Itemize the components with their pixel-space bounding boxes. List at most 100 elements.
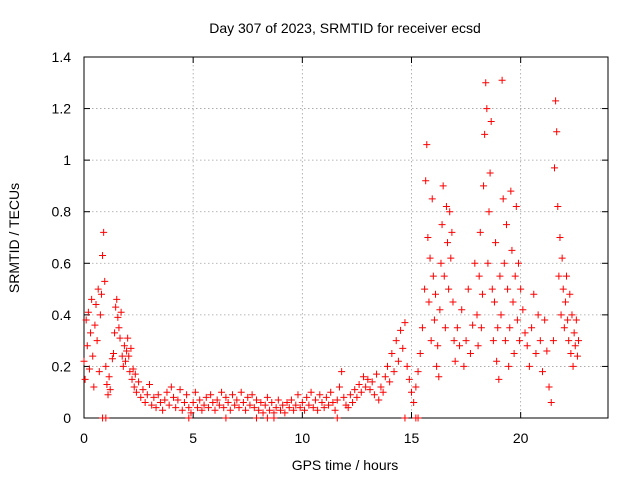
data-point [331,406,339,414]
data-point [125,352,133,360]
data-point [320,404,328,412]
data-point [486,169,494,177]
data-point [471,259,479,267]
data-point [501,337,509,345]
data-point [176,386,184,394]
data-point [170,393,178,401]
data-point [90,383,98,391]
data-point [517,285,525,293]
data-point [451,357,459,365]
data-point [333,414,341,422]
data-point [248,391,256,399]
data-point [215,401,223,409]
data-point [303,393,311,401]
data-point [551,164,559,172]
data-point [521,329,529,337]
y-tick-label: 0.8 [52,204,72,220]
data-point [423,141,431,149]
data-point [146,380,153,388]
data-point [462,337,470,345]
data-point [426,254,434,262]
data-point [294,391,302,399]
x-tick-label: 15 [404,430,420,446]
data-point [109,350,117,358]
data-point [131,370,139,378]
data-point [557,311,565,319]
data-point [532,350,540,358]
data-point [545,383,553,391]
data-point [573,352,581,360]
data-point [281,409,289,417]
data-point [364,375,372,383]
data-point [119,362,127,370]
data-point [552,97,560,105]
data-point [450,337,458,345]
data-point [568,311,576,319]
data-point [309,404,317,412]
data-point [257,399,265,407]
data-point [570,329,578,337]
data-point [318,399,326,407]
data-point [322,393,330,401]
data-point [117,308,125,316]
data-point [191,388,199,396]
data-point [379,388,387,396]
data-point [252,396,260,404]
data-point [442,203,450,211]
data-point [259,409,267,417]
data-point [211,406,219,414]
data-point [399,344,407,352]
data-point [543,347,551,355]
data-point [564,316,572,324]
data-point [469,321,477,329]
data-point [506,324,514,332]
data-point [388,350,396,358]
data-point [429,272,437,280]
data-point [498,76,506,84]
data-point [530,290,538,298]
data-point [250,404,258,412]
data-point [83,342,91,350]
data-point [178,406,186,414]
data-point [392,337,400,345]
x-axis-label: GPS time / hours [292,457,399,473]
data-point [436,306,444,314]
data-point [116,334,124,342]
data-point [91,321,99,329]
data-points [80,76,583,422]
data-point [127,344,135,352]
data-point [150,393,158,401]
data-point [571,342,579,350]
x-tick-labels: 0 5 10 15 20 [80,430,529,446]
data-point [466,350,474,358]
data-point [410,399,418,407]
data-point [489,337,497,345]
data-point [105,373,113,381]
data-point [333,396,341,404]
data-point [202,393,210,401]
data-point [437,259,445,267]
data-point [355,380,363,388]
data-point [447,254,455,262]
data-point [209,399,217,407]
data-point [279,401,287,409]
data-point [316,391,324,399]
data-point [124,334,132,342]
data-point [263,393,271,401]
data-point [445,285,453,293]
data-point [307,388,315,396]
data-point [434,342,442,350]
data-point [464,285,472,293]
data-point [101,277,109,285]
chart-title: Day 307 of 2023, SRMTID for receiver ecs… [209,20,481,36]
data-point [218,388,226,396]
data-point [285,404,293,412]
data-point [287,396,295,404]
data-point [189,399,197,407]
data-point [123,347,131,355]
y-tick-label: 1.4 [52,49,72,65]
data-point [427,337,435,345]
data-point [237,388,245,396]
data-point [130,383,138,391]
